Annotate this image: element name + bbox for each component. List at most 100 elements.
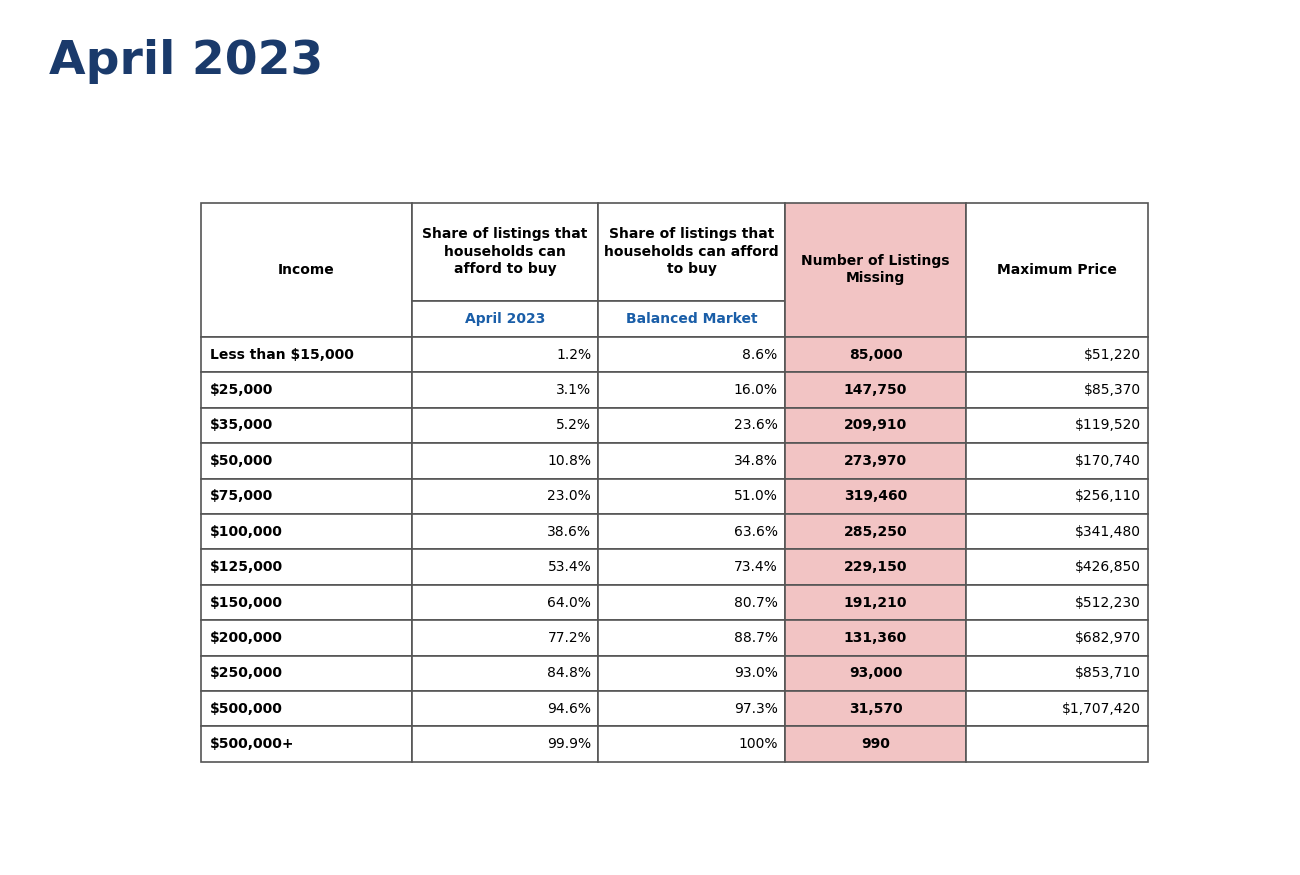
Text: 131,360: 131,360 bbox=[844, 631, 907, 645]
Bar bbox=[200, 726, 412, 762]
Text: $512,230: $512,230 bbox=[1075, 596, 1141, 610]
Bar bbox=[412, 550, 598, 584]
Text: $853,710: $853,710 bbox=[1075, 667, 1141, 681]
Text: 85,000: 85,000 bbox=[849, 347, 902, 361]
Bar bbox=[966, 408, 1148, 443]
Bar bbox=[412, 479, 598, 514]
Text: $119,520: $119,520 bbox=[1075, 418, 1141, 432]
Bar bbox=[598, 443, 785, 479]
Bar bbox=[598, 550, 785, 584]
Bar bbox=[598, 373, 785, 408]
Bar bbox=[966, 479, 1148, 514]
Text: 23.6%: 23.6% bbox=[733, 418, 777, 432]
Text: 73.4%: 73.4% bbox=[734, 560, 777, 574]
Text: $100,000: $100,000 bbox=[209, 525, 282, 539]
Text: Share of listings that
households can afford
to buy: Share of listings that households can af… bbox=[604, 228, 779, 276]
Bar bbox=[412, 373, 598, 408]
Bar bbox=[966, 550, 1148, 584]
Text: Number of Listings
Missing: Number of Listings Missing bbox=[801, 254, 950, 285]
Text: 77.2%: 77.2% bbox=[547, 631, 592, 645]
Bar bbox=[598, 514, 785, 550]
Text: 285,250: 285,250 bbox=[844, 525, 907, 539]
Text: 97.3%: 97.3% bbox=[733, 702, 777, 716]
Text: $150,000: $150,000 bbox=[209, 596, 283, 610]
Bar bbox=[966, 203, 1148, 337]
Bar bbox=[412, 337, 598, 373]
Text: Share of listings that
households can
afford to buy: Share of listings that households can af… bbox=[422, 228, 588, 276]
Text: 93,000: 93,000 bbox=[849, 667, 902, 681]
Text: 64.0%: 64.0% bbox=[547, 596, 592, 610]
Bar bbox=[598, 479, 785, 514]
Bar bbox=[412, 691, 598, 726]
Bar bbox=[598, 655, 785, 691]
Text: $85,370: $85,370 bbox=[1084, 383, 1141, 397]
Bar bbox=[598, 584, 785, 620]
Bar bbox=[785, 337, 966, 373]
Bar bbox=[412, 726, 598, 762]
Text: 10.8%: 10.8% bbox=[547, 454, 592, 468]
Bar bbox=[412, 300, 598, 337]
Bar bbox=[200, 691, 412, 726]
Text: $500,000+: $500,000+ bbox=[209, 738, 294, 752]
Bar bbox=[966, 691, 1148, 726]
Bar bbox=[598, 691, 785, 726]
Bar bbox=[785, 408, 966, 443]
Text: $125,000: $125,000 bbox=[209, 560, 283, 574]
Bar bbox=[412, 514, 598, 550]
Bar bbox=[200, 203, 412, 337]
Text: April 2023: April 2023 bbox=[49, 39, 324, 84]
Bar bbox=[200, 373, 412, 408]
Text: $75,000: $75,000 bbox=[209, 489, 273, 503]
Text: $250,000: $250,000 bbox=[209, 667, 283, 681]
Text: 100%: 100% bbox=[738, 738, 777, 752]
Bar bbox=[200, 408, 412, 443]
Text: $50,000: $50,000 bbox=[209, 454, 273, 468]
Bar bbox=[966, 584, 1148, 620]
Bar bbox=[412, 408, 598, 443]
Text: 229,150: 229,150 bbox=[844, 560, 907, 574]
Bar bbox=[785, 691, 966, 726]
Bar bbox=[200, 443, 412, 479]
Bar bbox=[785, 620, 966, 655]
Text: $256,110: $256,110 bbox=[1075, 489, 1141, 503]
Bar bbox=[412, 620, 598, 655]
Bar bbox=[412, 655, 598, 691]
Text: 94.6%: 94.6% bbox=[547, 702, 592, 716]
Text: 88.7%: 88.7% bbox=[733, 631, 777, 645]
Bar bbox=[785, 655, 966, 691]
Bar bbox=[200, 655, 412, 691]
Text: 990: 990 bbox=[861, 738, 890, 752]
Text: $682,970: $682,970 bbox=[1075, 631, 1141, 645]
Bar bbox=[966, 655, 1148, 691]
Text: 3.1%: 3.1% bbox=[556, 383, 592, 397]
Text: 51.0%: 51.0% bbox=[733, 489, 777, 503]
Bar bbox=[598, 620, 785, 655]
Bar bbox=[966, 373, 1148, 408]
Bar bbox=[598, 337, 785, 373]
Text: 31,570: 31,570 bbox=[849, 702, 902, 716]
Bar bbox=[966, 337, 1148, 373]
Bar bbox=[785, 479, 966, 514]
Text: $426,850: $426,850 bbox=[1075, 560, 1141, 574]
Text: 34.8%: 34.8% bbox=[733, 454, 777, 468]
Text: 319,460: 319,460 bbox=[844, 489, 907, 503]
Text: $1,707,420: $1,707,420 bbox=[1062, 702, 1141, 716]
Text: 273,970: 273,970 bbox=[844, 454, 907, 468]
Bar bbox=[598, 203, 785, 300]
Text: 63.6%: 63.6% bbox=[733, 525, 777, 539]
Text: 80.7%: 80.7% bbox=[733, 596, 777, 610]
Bar bbox=[200, 337, 412, 373]
Bar bbox=[412, 203, 598, 300]
Text: 209,910: 209,910 bbox=[844, 418, 907, 432]
Bar bbox=[412, 443, 598, 479]
Text: 147,750: 147,750 bbox=[844, 383, 907, 397]
Text: 38.6%: 38.6% bbox=[547, 525, 592, 539]
Bar bbox=[785, 373, 966, 408]
Bar bbox=[598, 408, 785, 443]
Bar bbox=[785, 584, 966, 620]
Bar bbox=[200, 550, 412, 584]
Text: 191,210: 191,210 bbox=[844, 596, 907, 610]
Text: April 2023: April 2023 bbox=[465, 312, 545, 326]
Bar bbox=[200, 584, 412, 620]
Bar bbox=[785, 203, 966, 337]
